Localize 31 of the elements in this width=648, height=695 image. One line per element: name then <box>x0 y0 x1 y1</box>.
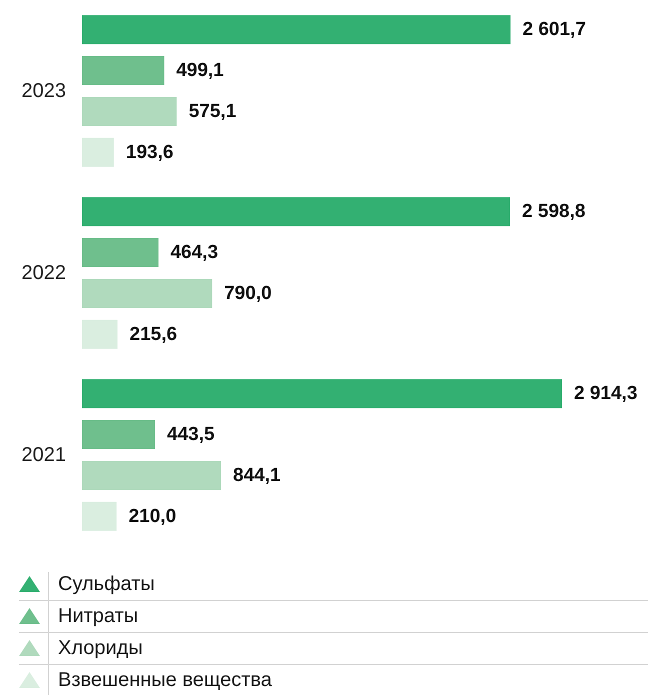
y-tick-label: 2023 <box>22 80 66 102</box>
bar <box>82 420 156 450</box>
legend-label: Взвешенные вещества <box>58 669 273 691</box>
bar <box>82 238 158 268</box>
y-tick-label: 2021 <box>22 444 66 466</box>
data-label: 215,6 <box>130 324 178 345</box>
bar <box>82 460 222 490</box>
y-tick-label: 2022 <box>22 262 66 284</box>
data-label: 464,3 <box>170 242 218 264</box>
data-label: 790,0 <box>224 282 272 304</box>
data-label: 2 598,8 <box>522 201 586 222</box>
data-label: 210,0 <box>128 506 176 527</box>
legend-label: Сульфаты <box>58 573 155 595</box>
legend-label: Хлориды <box>58 637 143 659</box>
bar <box>82 96 177 126</box>
bar <box>82 502 117 531</box>
data-label: 575,1 <box>188 100 237 122</box>
data-label: 499,1 <box>176 60 224 82</box>
bar <box>82 15 511 44</box>
bar <box>82 56 164 86</box>
data-label: 443,5 <box>167 424 216 446</box>
data-label: 2 914,3 <box>574 383 638 404</box>
legend-label: Нитраты <box>58 605 138 627</box>
bar <box>82 379 562 408</box>
bar <box>82 320 118 349</box>
data-label: 844,1 <box>233 464 282 486</box>
bar <box>82 197 510 226</box>
data-label: 2 601,7 <box>522 19 586 40</box>
bar <box>82 138 114 167</box>
bar <box>82 278 212 308</box>
data-label: 193,6 <box>126 142 174 163</box>
